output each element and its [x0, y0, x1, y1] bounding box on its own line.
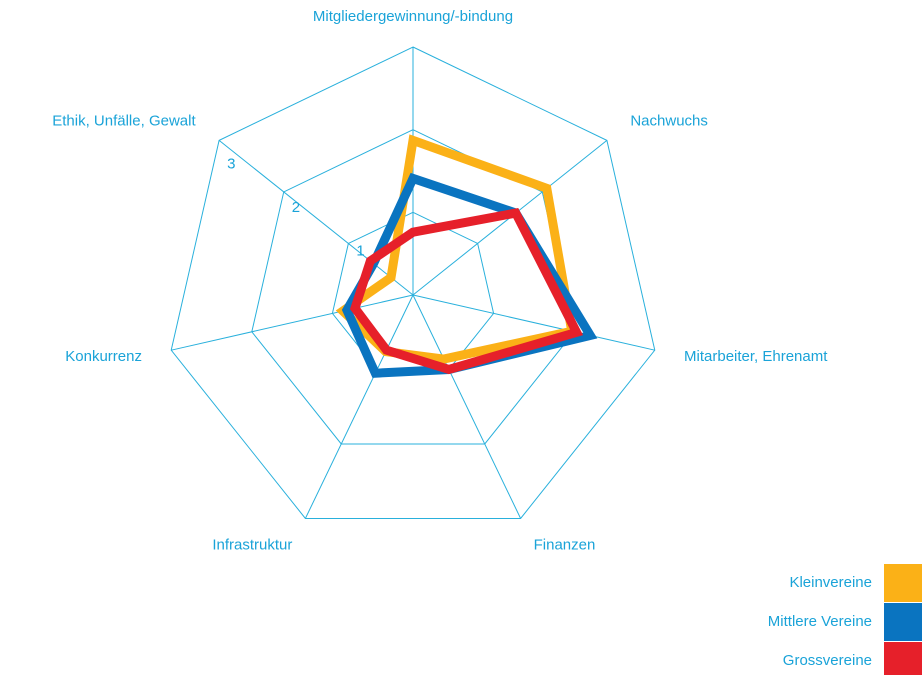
spoke — [412, 294, 522, 519]
axis-label: Konkurrenz — [65, 348, 142, 365]
spoke — [218, 139, 414, 296]
spoke — [412, 294, 655, 351]
series-line — [349, 208, 584, 375]
legend-swatch — [884, 642, 922, 675]
spoke — [304, 294, 414, 519]
axis-label: Mitgliedergewinnung/-bindung — [313, 8, 513, 25]
axis-label: Mitarbeiter, Ehrenamt — [684, 348, 828, 365]
legend-label: Grossvereine — [783, 652, 872, 669]
tick-label: 3 — [227, 155, 235, 172]
spoke — [171, 294, 414, 351]
axis-label: Ethik, Unfälle, Gewalt — [52, 113, 196, 130]
axis-label: Infrastruktur — [212, 536, 292, 553]
grid-ring — [170, 46, 656, 519]
legend-label: Mittlere Vereine — [768, 613, 872, 630]
legend-swatch — [884, 603, 922, 641]
axis-label: Finanzen — [534, 536, 596, 553]
legend-label: Kleinvereine — [789, 574, 872, 591]
tick-label: 1 — [356, 242, 364, 259]
axis-label: Nachwuchs — [630, 113, 708, 130]
legend-swatch — [884, 564, 922, 602]
tick-label: 2 — [292, 199, 300, 216]
